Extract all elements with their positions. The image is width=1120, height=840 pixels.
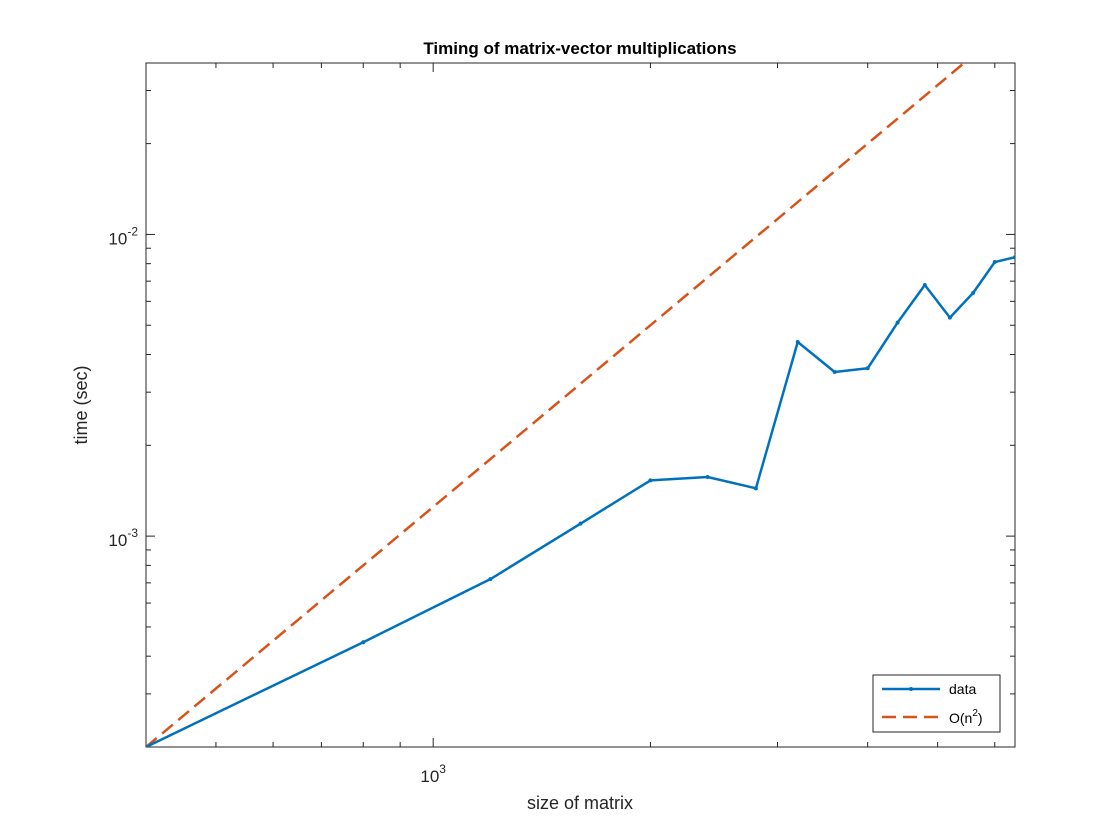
series-data-point [488,577,493,582]
legend-box [872,674,1001,733]
series-data-point [705,475,710,480]
y-tick-label-exponent: -3 [127,526,138,540]
x-axis-label: size of matrix [527,793,633,813]
legend-onsq-tail: ) [978,710,983,726]
series-data-point [1013,255,1015,260]
y-tick-label-exponent: -2 [127,224,138,238]
x-tick-label-base: 10 [420,767,439,786]
plot-lines [146,63,1015,747]
x-tick-label: 103 [420,762,446,786]
series-data-point [578,521,583,526]
axes-frame [145,62,1016,748]
legend-label-data: data [949,681,976,697]
series-data-point [361,640,366,645]
series-data-point [865,366,870,371]
series-data-point [648,478,653,483]
series-data-point [146,745,148,747]
legend-onsq-exp: 2 [972,708,978,719]
chart-title: Timing of matrix-vector multiplications [423,39,736,58]
axes-box [145,62,1016,748]
y-tick-label-base: 10 [108,229,127,248]
x-tick-label-exponent: 3 [439,762,446,776]
series-data-point [922,282,927,287]
y-tick-label: 10-3 [108,526,138,550]
legend-onsq-base: O(n [949,710,972,726]
series-data-point [947,315,952,320]
series-data-point [832,369,837,374]
ticks [145,63,1015,748]
legend[interactable]: data O(n2) [872,674,1001,733]
y-tick-label-base: 10 [108,531,127,550]
series-data-point [895,320,900,325]
series-data-point [795,339,800,344]
series-data-point [753,486,758,491]
legend-marker-data [909,687,913,691]
legend-label-onsq: O(n2) [949,708,983,726]
series-data-point [971,290,976,295]
y-axis-label: time (sec) [71,365,91,444]
series-data-point [992,260,997,265]
series-data-line [146,256,1015,747]
y-tick-label: 10-2 [108,224,138,248]
